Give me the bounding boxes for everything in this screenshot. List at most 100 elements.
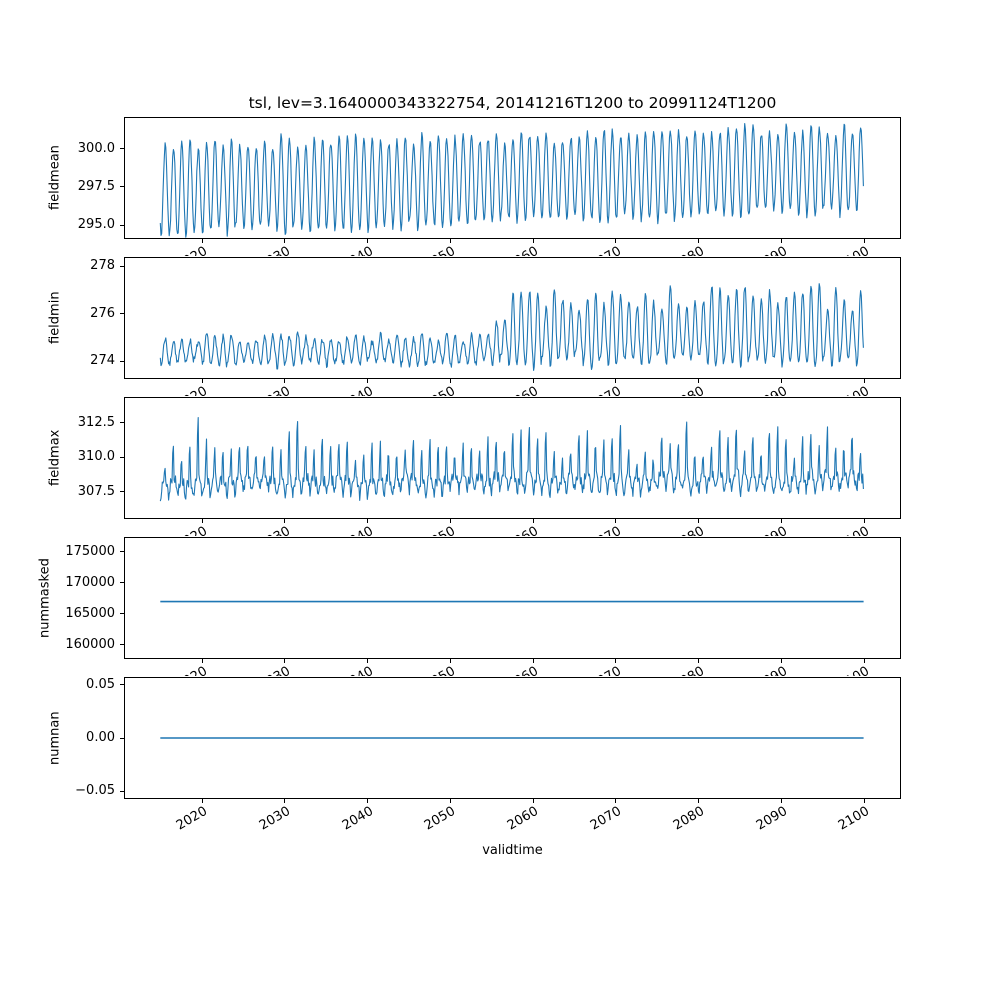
x-tick-label: 2070 bbox=[554, 523, 625, 536]
y-tick-label: 300.0 bbox=[77, 140, 115, 156]
x-tick-mark bbox=[449, 519, 451, 523]
x-tick-mark bbox=[284, 379, 286, 383]
y-tick-mark bbox=[120, 148, 124, 150]
x-tick-label: 2020 bbox=[140, 243, 211, 256]
series-line-fieldmin bbox=[159, 283, 864, 371]
x-tick-mark bbox=[532, 519, 534, 523]
x-tick-mark bbox=[698, 379, 700, 383]
x-tick-mark bbox=[781, 519, 783, 523]
x-tick-label: 2050 bbox=[388, 523, 459, 536]
x-tick-label: 2080 bbox=[636, 523, 707, 536]
x-tick-mark bbox=[367, 659, 369, 663]
x-tick-label: 2040 bbox=[305, 663, 376, 676]
x-tick-mark bbox=[201, 239, 203, 243]
x-tick-label: 2020 bbox=[140, 523, 211, 536]
x-tick-label: 2040 bbox=[305, 383, 376, 396]
y-tick-label: −0.05 bbox=[75, 783, 115, 799]
x-tick-mark bbox=[532, 239, 534, 243]
x-tick-mark bbox=[449, 239, 451, 243]
x-tick-label: 2090 bbox=[719, 663, 790, 676]
y-tick-mark bbox=[120, 491, 124, 493]
x-tick-label: 2040 bbox=[305, 243, 376, 256]
x-tick-mark bbox=[284, 659, 286, 663]
x-tick-mark bbox=[367, 799, 369, 803]
y-tick-mark bbox=[120, 265, 124, 267]
y-tick-mark bbox=[120, 684, 124, 686]
y-tick-label: 307.5 bbox=[77, 483, 115, 499]
x-tick-mark bbox=[781, 239, 783, 243]
x-tick-label: 2020 bbox=[140, 663, 211, 676]
x-tick-label: 2080 bbox=[636, 383, 707, 396]
x-tick-label: 2070 bbox=[554, 383, 625, 396]
y-tick-label: 297.5 bbox=[77, 178, 115, 194]
y-tick-label: 175000 bbox=[65, 543, 115, 559]
x-tick-mark bbox=[863, 379, 865, 383]
subplot-numnan bbox=[124, 677, 901, 799]
x-tick-labels-strip: 2020 2030 2040 2050 2060 2070 2080 2090 2100 bbox=[0, 520, 1000, 536]
x-tick-mark bbox=[201, 659, 203, 663]
y-tick-mark bbox=[120, 644, 124, 646]
y-tick-label: 0.05 bbox=[86, 676, 115, 692]
x-tick-mark bbox=[615, 379, 617, 383]
x-tick-mark bbox=[781, 379, 783, 383]
plot-area-nummasked bbox=[160, 600, 864, 603]
x-tick-label: 2030 bbox=[222, 243, 293, 256]
x-tick-mark bbox=[698, 659, 700, 663]
y-tick-label: 0.00 bbox=[86, 730, 115, 745]
plot-area-fieldmin bbox=[159, 283, 864, 371]
subplot-fieldmean bbox=[124, 117, 901, 239]
x-tick-mark bbox=[367, 519, 369, 523]
x-tick-mark bbox=[698, 799, 700, 803]
x-tick-label: 2040 bbox=[305, 523, 376, 536]
x-tick-label: 2030 bbox=[222, 663, 293, 676]
y-tick-label: 165000 bbox=[65, 605, 115, 621]
x-tick-label: 2100 bbox=[802, 383, 873, 396]
x-tick-mark bbox=[698, 239, 700, 243]
x-tick-label: 2080 bbox=[636, 243, 707, 256]
x-tick-label: 2100 bbox=[802, 663, 873, 676]
series-line-fieldmax bbox=[159, 417, 864, 502]
x-tick-mark bbox=[781, 799, 783, 803]
x-tick-mark bbox=[449, 659, 451, 663]
y-tick-mark bbox=[120, 790, 124, 792]
x-tick-label: 2100 bbox=[802, 523, 873, 536]
x-tick-mark bbox=[863, 659, 865, 663]
x-tick-mark bbox=[201, 799, 203, 803]
y-tick-mark bbox=[120, 360, 124, 362]
x-tick-label: 2030 bbox=[222, 523, 293, 536]
x-tick-mark bbox=[863, 519, 865, 523]
x-tick-label: 2100 bbox=[802, 243, 873, 256]
x-tick-mark bbox=[284, 239, 286, 243]
y-tick-label: 274 bbox=[90, 353, 115, 369]
y-tick-label: 170000 bbox=[65, 574, 115, 590]
y-tick-label: 312.5 bbox=[77, 414, 115, 430]
x-tick-mark bbox=[201, 519, 203, 523]
x-tick-mark bbox=[532, 379, 534, 383]
x-tick-label: 2060 bbox=[471, 383, 542, 396]
x-tick-label: 2060 bbox=[471, 523, 542, 536]
x-tick-label: 2080 bbox=[636, 663, 707, 676]
plot-area-fieldmax bbox=[159, 417, 864, 502]
x-tick-mark bbox=[532, 659, 534, 663]
x-tick-label: 2090 bbox=[719, 523, 790, 536]
x-tick-label: 2050 bbox=[388, 243, 459, 256]
x-tick-mark bbox=[615, 799, 617, 803]
series-line-fieldmean bbox=[159, 123, 864, 238]
x-tick-label: 2070 bbox=[554, 243, 625, 256]
x-tick-label: 2090 bbox=[719, 383, 790, 396]
x-tick-label: 2060 bbox=[471, 243, 542, 256]
x-tick-mark bbox=[532, 799, 534, 803]
y-tick-label: 276 bbox=[90, 305, 115, 321]
x-tick-label: 2030 bbox=[222, 383, 293, 396]
x-tick-label: 2070 bbox=[554, 663, 625, 676]
y-tick-mark bbox=[120, 313, 124, 315]
x-tick-mark bbox=[615, 659, 617, 663]
x-tick-mark bbox=[284, 799, 286, 803]
y-tick-mark bbox=[120, 224, 124, 226]
chart-title: tsl, lev=3.1640000343322754, 20141216T12… bbox=[248, 94, 777, 112]
x-tick-mark bbox=[284, 519, 286, 523]
